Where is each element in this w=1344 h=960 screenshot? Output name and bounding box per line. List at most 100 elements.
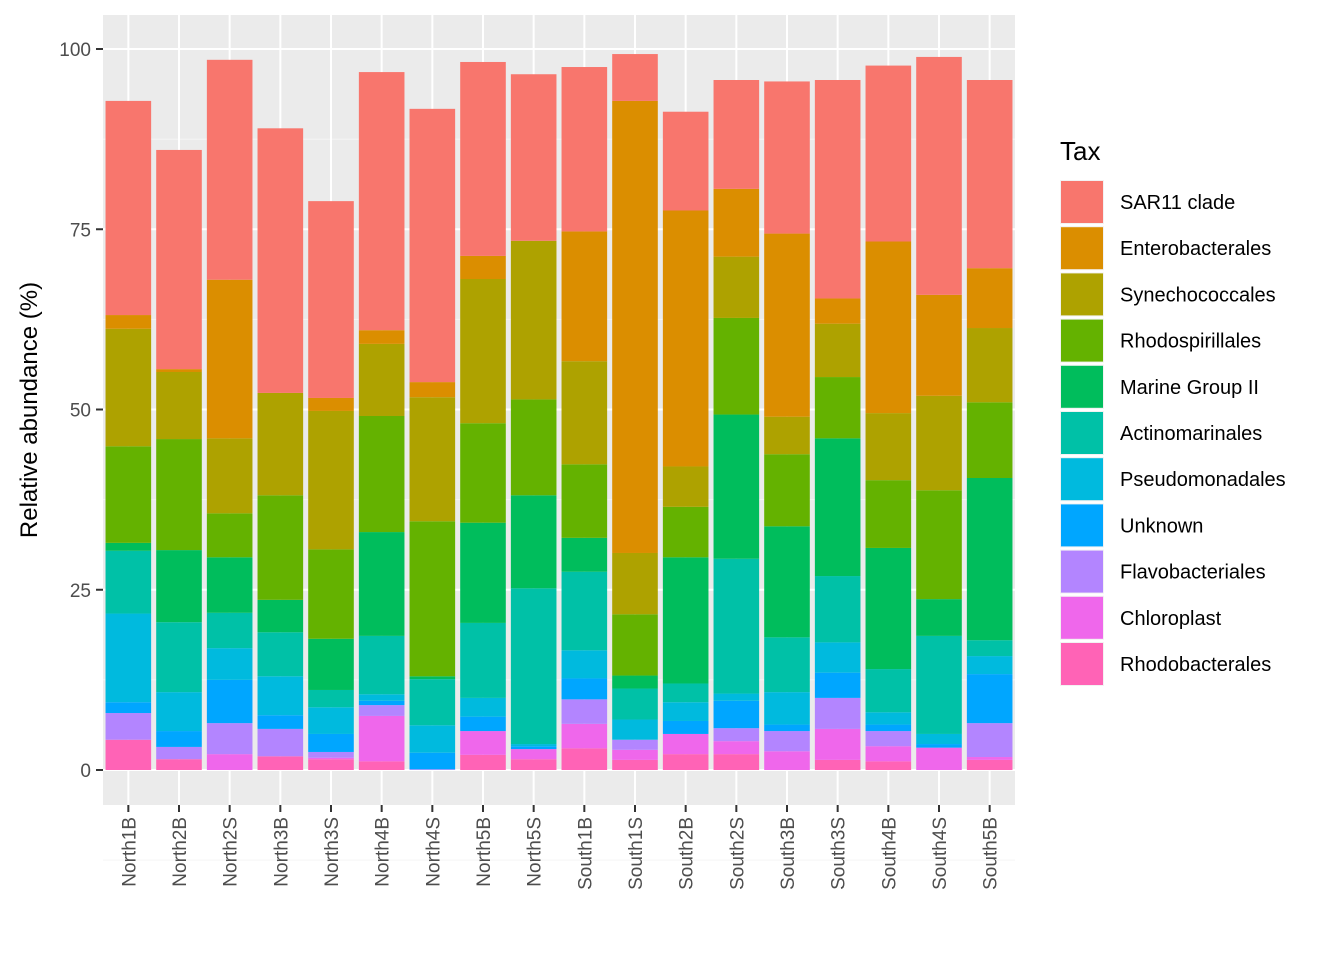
legend-label: Chloroplast: [1120, 608, 1222, 630]
bar-segment-North3B-rhodobacterales: [257, 756, 304, 770]
bar-segment-South3B-sar11-clade: [764, 81, 810, 234]
bar-segment-North5B-enterobacterales: [460, 255, 506, 279]
bar-segment-South4S-rhodospirillales: [916, 490, 962, 600]
bar-segment-North3B-unknown: [257, 715, 304, 729]
bar-segment-North4B-synechococcales: [358, 343, 405, 416]
bar-segment-North3S-enterobacterales: [308, 397, 354, 411]
bar-segment-South2S-unknown: [713, 700, 760, 729]
bar-segment-South5B-chloroplast: [966, 757, 1013, 760]
bar-segment-South1S-flavobacteriales: [612, 739, 658, 750]
legend: Tax SAR11 clade Enterobacterales Synechoco…: [1060, 136, 1286, 686]
bar-segment-South1S-synechococcales: [612, 552, 658, 615]
bar-segment-South2S-enterobacterales: [713, 188, 760, 257]
bar-segment-South2B-synechococcales: [662, 466, 709, 507]
bar-segment-North4S-sar11-clade: [409, 108, 456, 383]
bar-segment-North3S-chloroplast: [308, 757, 354, 760]
bar-segment-North4B-unknown: [358, 700, 405, 706]
bar-segment-South4S-marine-group-ii: [916, 599, 962, 636]
x-tick-label: North2B: [170, 817, 191, 887]
bar-segment-South1B-unknown: [561, 678, 608, 700]
bar-segment-North3S-marine-group-ii: [308, 638, 354, 690]
bar-segment-North1B-enterobacterales: [105, 315, 152, 329]
bar-segment-North2B-pseudomonadales: [156, 692, 202, 732]
bar-segment-South1S-rhodobacterales: [612, 759, 658, 770]
bar-segment-South5B-marine-group-ii: [966, 477, 1013, 641]
bar-segment-North5B-actinomarinales: [460, 622, 506, 698]
bar-segment-South3S-marine-group-ii: [814, 438, 861, 577]
bar-segment-South3S-actinomarinales: [814, 576, 861, 643]
bar-segment-North2S-pseudomonadales: [206, 648, 253, 680]
bar-segment-South1S-marine-group-ii: [612, 675, 658, 689]
bar-segment-South2B-sar11-clade: [662, 111, 709, 211]
x-tick-label: North4B: [373, 817, 394, 887]
bar-segment-North4S-pseudomonadales: [409, 725, 456, 753]
x-tick-label: North3B: [271, 817, 292, 887]
bar-segment-South5B-sar11-clade: [966, 80, 1013, 269]
bar-segment-North3S-synechococcales: [308, 410, 354, 550]
bar-segment-North5B-rhodospirillales: [460, 423, 506, 523]
bar-segment-North1B-synechococcales: [105, 328, 152, 447]
bar-segment-North1B-unknown: [105, 702, 152, 714]
x-tick-label: South3S: [829, 817, 850, 890]
x-tick-label: South1S: [626, 817, 647, 890]
legend-swatch: [1061, 365, 1103, 408]
bars: [105, 54, 1013, 770]
x-tick-label: North5B: [474, 817, 495, 887]
bar-segment-South3B-pseudomonadales: [764, 692, 810, 725]
bar-segment-South2B-marine-group-ii: [662, 557, 709, 684]
bar-segment-South2S-pseudomonadales: [713, 693, 760, 701]
bar-segment-North4S-actinomarinales: [409, 679, 456, 726]
bar-segment-North2S-enterobacterales: [206, 279, 253, 439]
bar-segment-South2B-unknown: [662, 720, 709, 734]
bar-segment-North2B-sar11-clade: [156, 149, 202, 370]
bar-segment-South2S-sar11-clade: [713, 80, 760, 189]
bar-segment-North1B-pseudomonadales: [105, 613, 152, 703]
bar-segment-South1S-rhodospirillales: [612, 614, 658, 676]
legend-label: Pseudomonadales: [1120, 469, 1286, 491]
bar-segment-South3B-rhodospirillales: [764, 454, 810, 527]
bar-segment-South3B-actinomarinales: [764, 637, 810, 693]
bar-segment-South1S-chloroplast: [612, 749, 658, 760]
bar-segment-North5B-synechococcales: [460, 278, 506, 424]
bar-segment-South2S-synechococcales: [713, 256, 760, 318]
bar-segment-North2B-flavobacteriales: [156, 746, 202, 760]
bar-segment-South2S-actinomarinales: [713, 558, 760, 694]
bar-segment-South5B-actinomarinales: [966, 640, 1013, 657]
legend-swatch: [1061, 550, 1103, 593]
bar-segment-South4B-actinomarinales: [865, 669, 912, 713]
bar-segment-North2B-marine-group-ii: [156, 550, 202, 623]
bar-stack-South3B: [764, 81, 810, 770]
bar-segment-South1B-actinomarinales: [561, 571, 608, 651]
bar-segment-South4S-actinomarinales: [916, 635, 962, 734]
bar-segment-South1B-enterobacterales: [561, 231, 608, 362]
bar-segment-South5B-unknown: [966, 674, 1013, 724]
bar-segment-North5S-chloroplast: [510, 749, 557, 760]
bar-segment-North1B-actinomarinales: [105, 550, 152, 614]
bar-segment-South1B-chloroplast: [561, 723, 608, 749]
bar-segment-North5B-sar11-clade: [460, 61, 506, 256]
bar-segment-North4B-enterobacterales: [358, 330, 405, 344]
bar-segment-South2B-rhodospirillales: [662, 506, 709, 558]
bar-segment-North4B-sar11-clade: [358, 72, 405, 331]
bar-segment-South4B-rhodobacterales: [865, 761, 912, 770]
bar-segment-North5B-unknown: [460, 716, 506, 732]
bar-stack-South4S: [916, 56, 962, 770]
bar-segment-North4S-marine-group-ii: [409, 676, 456, 680]
bar-segment-South2S-rhodospirillales: [713, 317, 760, 415]
bar-segment-North3S-flavobacteriales: [308, 751, 354, 758]
bar-segment-South1B-rhodospirillales: [561, 464, 608, 538]
bar-stack-South1B: [561, 67, 608, 770]
x-tick-label: South3B: [778, 817, 799, 890]
bar-segment-South3S-unknown: [814, 672, 861, 698]
bar-segment-South1S-pseudomonadales: [612, 719, 658, 740]
bar-segment-North1B-marine-group-ii: [105, 542, 152, 551]
bar-segment-North2B-rhodospirillales: [156, 439, 202, 551]
bar-segment-North3B-rhodospirillales: [257, 495, 304, 600]
bar-segment-North5S-synechococcales: [510, 240, 557, 400]
bar-segment-South3S-sar11-clade: [814, 80, 861, 299]
bar-segment-North3B-sar11-clade: [257, 128, 304, 393]
bar-segment-North3B-synechococcales: [257, 392, 304, 496]
bar-segment-South5B-flavobacteriales: [966, 723, 1013, 758]
bar-segment-North2S-actinomarinales: [206, 612, 253, 649]
